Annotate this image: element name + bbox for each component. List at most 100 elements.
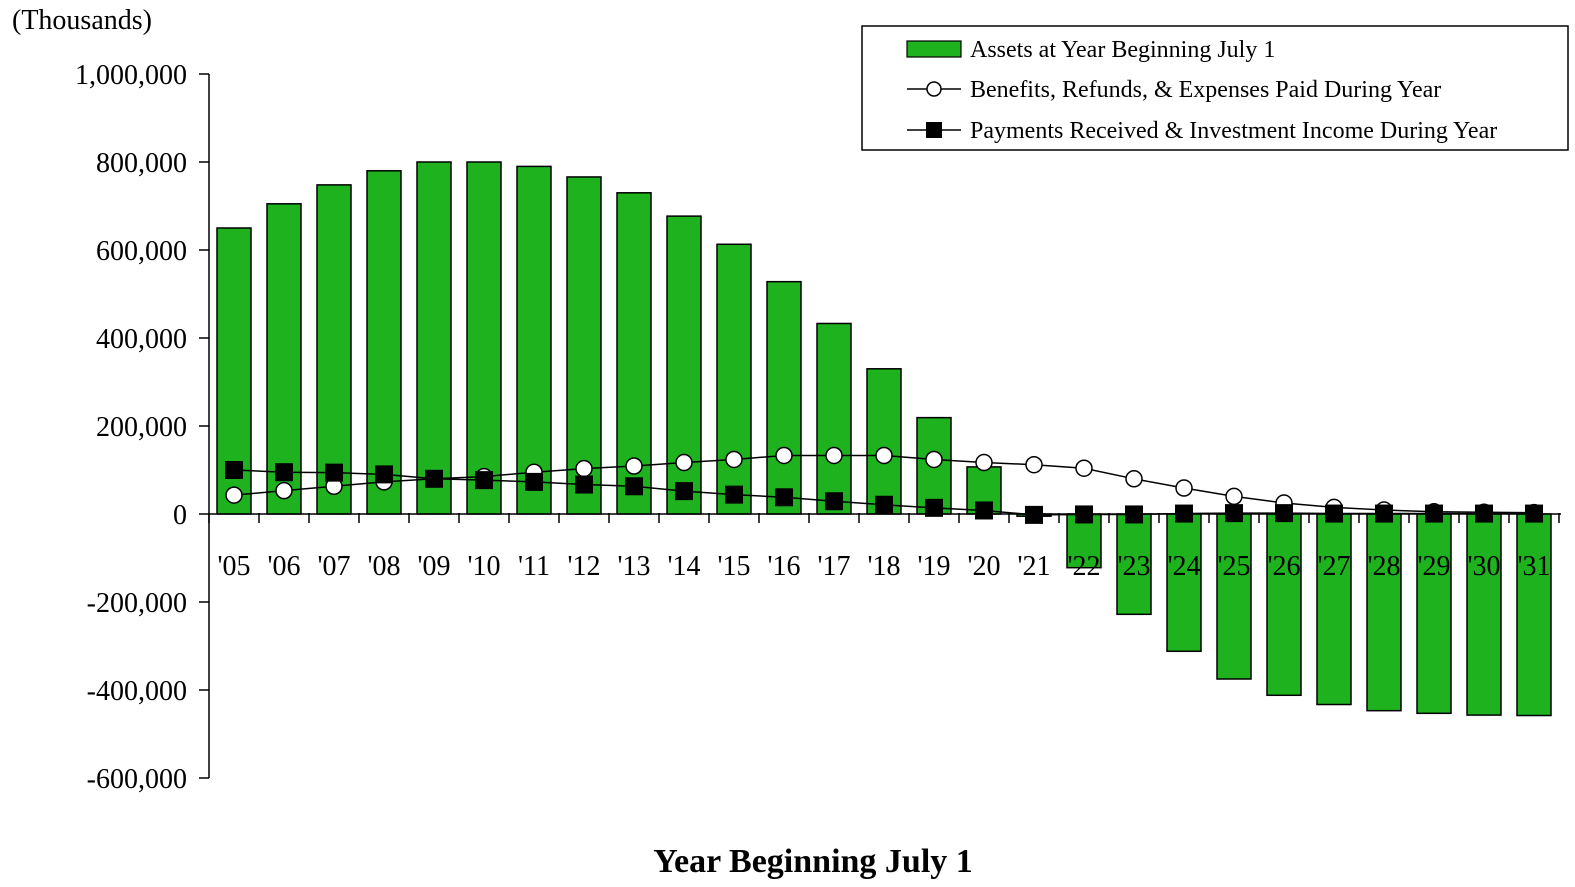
x-category-label: '24 [1167,551,1200,582]
x-category-label: '08 [367,551,400,582]
y-tick-label: -600,000 [87,764,187,795]
legend-label: Payments Received & Investment Income Du… [970,118,1497,144]
payments-series-point [275,463,293,482]
x-category-label: '13 [617,551,650,582]
legend-box [861,25,1569,151]
y-tick-label: 400,000 [96,324,187,355]
x-category-label: '15 [717,551,750,582]
x-category-label: '10 [467,551,500,582]
y-tick-label: 800,000 [96,148,187,179]
payments-series-point [875,495,893,514]
bar-30 [1466,513,1502,716]
x-category-label: '17 [817,551,850,582]
x-category-label: '16 [767,551,800,582]
bar-12 [566,176,602,515]
benefits-series-point [975,453,993,472]
benefits-series-point [825,446,843,465]
payments-series-point [525,472,543,491]
benefits-series-point [1125,470,1143,488]
payments-series-point [325,463,343,482]
payments-series-point [225,461,243,479]
bar-17 [816,322,852,515]
benefits-series-point [925,450,943,469]
payments-series-point [1425,504,1443,523]
bar-26 [1266,513,1302,697]
benefits-series-point [675,453,693,472]
bar-10 [466,161,502,515]
benefits-series-point [275,481,293,500]
x-category-label: '27 [1317,551,1350,582]
benefits-series-point [875,446,893,465]
x-category-label: '09 [417,551,450,582]
payments-series-point [625,477,643,496]
payments-series-point [1375,504,1393,523]
x-category-label: '21 [1017,551,1050,582]
benefits-series-point [775,446,793,465]
y-tick-label: 600,000 [96,236,187,267]
payments-series-point [775,488,793,507]
legend-marker-benefits [926,81,942,97]
legend: Assets at Year Beginning July 1 Benefits,… [861,25,1569,151]
x-category-label: '11 [518,551,550,582]
y-unit-label: (Thousands) [12,5,152,36]
x-category-label: '12 [567,551,600,582]
bar-15 [716,243,752,515]
y-tick-label: 1,000,000 [75,60,187,91]
bar-28 [1366,513,1402,712]
legend-label: Benefits, Refunds, & Expenses Paid Durin… [970,77,1441,103]
benefits-series-point [1225,487,1243,506]
benefits-series-point [1075,459,1093,477]
x-category-label: '05 [217,551,250,582]
bar-31 [1516,513,1552,717]
x-category-label: '31 [1517,551,1550,582]
x-category-label: '29 [1417,551,1450,582]
legend-marker-payments [926,122,942,138]
x-category-label: '06 [267,551,300,582]
payments-series-point [1175,504,1193,523]
labels-layer: 1,000,000 800,000 600,000 400,000 200,000 0 -2… [75,60,1551,795]
payments-series-point [575,475,593,494]
bar-29 [1416,513,1452,715]
payments-series-point [725,485,743,504]
x-category-label: '28 [1367,551,1400,582]
bar-11 [516,165,552,515]
payments-series-point [1275,504,1293,523]
x-category-label: '18 [867,551,900,582]
lines-layer [225,446,1543,524]
legend-label: Assets at Year Beginning July 1 [970,37,1275,63]
benefits-series-point [725,450,743,469]
x-category-label: '14 [667,551,700,582]
y-tick-label: 200,000 [96,412,187,443]
payments-series-point [1075,505,1093,524]
payments-series-point [1525,504,1543,523]
bars-layer [216,161,1552,717]
legend-swatch-assets [906,40,962,58]
benefits-series-point [1025,455,1043,474]
x-category-label: '22 [1067,551,1100,582]
payments-series-point [675,482,693,501]
x-category-label: '23 [1117,551,1150,582]
payments-series-point [825,492,843,511]
y-tick-label: 0 [173,500,187,531]
benefits-series-point [575,459,593,478]
payments-series-point [1475,504,1493,523]
payments-series-point [1225,504,1243,523]
x-category-label: '25 [1217,551,1250,582]
bar-06 [266,203,302,515]
payments-series-point [1125,505,1143,524]
benefits-series-point [625,457,643,475]
bar-24 [1166,513,1202,653]
payments-series-point [975,501,993,520]
bar-16 [766,280,802,515]
x-axis-title: Year Beginning July 1 [653,843,973,880]
y-tick-label: -200,000 [87,588,187,619]
payments-series-point [1325,504,1343,523]
benefits-series-point [225,486,243,504]
payments-series-point [925,498,943,517]
bar-27 [1316,513,1352,706]
payments-series-point [375,465,393,484]
bar-08 [366,170,402,515]
bar-25 [1216,513,1252,680]
x-category-label: '26 [1267,551,1300,582]
